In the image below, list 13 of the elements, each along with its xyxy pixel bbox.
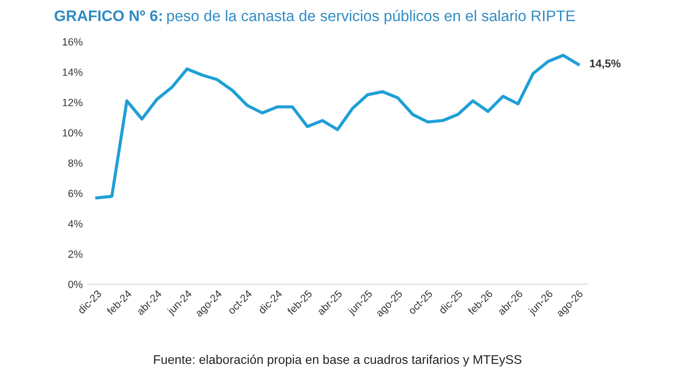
- y-tick-label: 2%: [68, 250, 83, 258]
- y-tick-label: 12%: [62, 98, 83, 106]
- y-tick-label: 0%: [68, 280, 83, 288]
- y-tick-label: 4%: [68, 220, 83, 228]
- y-tick-label: 16%: [62, 38, 83, 46]
- line-series: [95, 54, 580, 200]
- y-tick-label: 10%: [62, 129, 83, 137]
- data-label: 14,5%: [590, 60, 621, 70]
- y-tick-label: 14%: [62, 68, 83, 76]
- chart-title: GRAFICO Nº 6: peso de la canasta de servicios públicos en el salario RIPTE: [54, 10, 575, 24]
- y-tick-label: 6%: [68, 190, 83, 198]
- y-tick-label: 8%: [68, 159, 83, 167]
- source-note: Fuente: elaboración propia en base a cuadros tarifarios y MTEySS: [154, 354, 522, 366]
